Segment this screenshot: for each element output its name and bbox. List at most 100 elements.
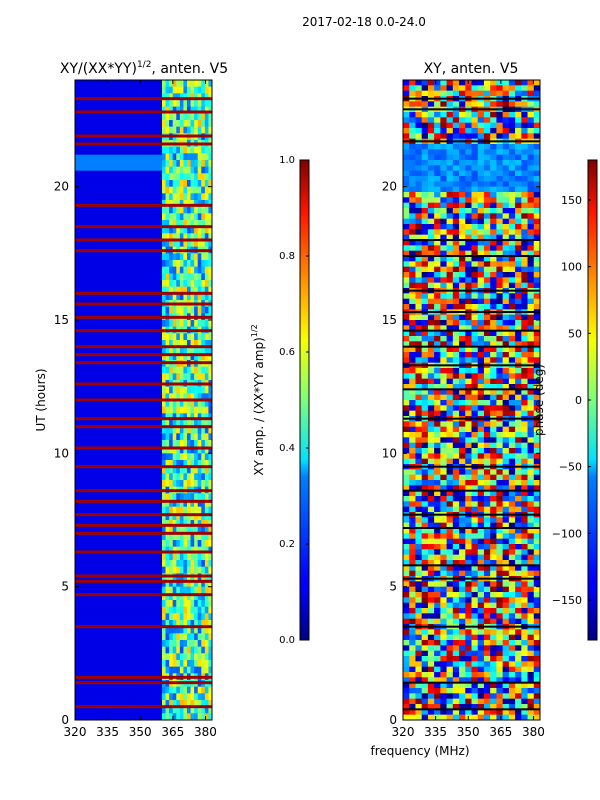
phase-cell (465, 224, 472, 230)
phase-cell (515, 597, 522, 603)
amplitude-rfi-cell (169, 693, 173, 701)
amplitude-rfi-cell (204, 373, 209, 381)
amplitude-rfi-cell (208, 413, 213, 421)
phase-cell (440, 245, 447, 251)
phase-cell (490, 245, 497, 251)
phase-cell (465, 197, 472, 203)
phase-cell (527, 432, 535, 438)
phase-cell (515, 325, 522, 331)
phase-cell (446, 538, 454, 545)
phase-cell (533, 586, 541, 593)
amplitude-rfi-cell (194, 113, 199, 121)
phase-cell (403, 266, 410, 273)
phase-cell (465, 677, 472, 683)
phase-cell (521, 640, 528, 646)
amplitude-rfi-cell (186, 526, 191, 534)
phase-cell (440, 608, 447, 614)
phase-cell (471, 698, 479, 705)
figure-title: 2017-02-18 0.0-24.0 (302, 15, 426, 29)
amplitude-rfi-cell (176, 533, 181, 541)
phase-cell (521, 496, 528, 502)
amplitude-rfi-cell (165, 426, 170, 434)
amplitude-rfi-cell (194, 440, 199, 447)
phase-cell (527, 517, 535, 523)
amplitude-rfi-cell (194, 160, 199, 167)
phase-cell (521, 277, 528, 283)
phase-cell (508, 501, 516, 507)
phase-cell (515, 170, 522, 177)
phase-cell (446, 378, 454, 385)
amplitude-rfi-cell (183, 340, 188, 347)
amplitude-rfi-cell (190, 200, 195, 207)
phase-cell (496, 442, 503, 449)
phase-cell (415, 645, 422, 651)
phase-cell (477, 357, 485, 363)
phase-cell (409, 496, 416, 502)
phase-cell (440, 597, 447, 603)
phase-cell (446, 645, 454, 651)
phase-cell (452, 554, 460, 561)
amplitude-rfi-cell (204, 653, 209, 661)
phase-cell (515, 677, 522, 683)
amplitude-rfi-cell (169, 653, 173, 661)
phase-cell (459, 581, 466, 587)
phase-cell (477, 149, 485, 155)
amplitude-y-axis-label: UT (hours) (34, 368, 48, 431)
amplitude-rfi-cell (208, 93, 213, 101)
phase-cell (415, 218, 422, 225)
amplitude-rfi-cell (201, 653, 206, 661)
phase-cell (427, 640, 435, 646)
phase-cell (440, 661, 447, 667)
phase-cell (521, 272, 528, 278)
amplitude-rfi-cell (197, 620, 202, 627)
amplitude-rfi-cell (176, 620, 181, 627)
phase-cell (521, 453, 528, 459)
phase-cell (446, 432, 454, 438)
phase-cell (496, 581, 503, 587)
phase-cell (421, 602, 429, 609)
phase-cell (434, 186, 441, 193)
phase-cell (477, 485, 485, 491)
phase-cell (421, 112, 429, 118)
phase-cell (403, 197, 410, 203)
phase-cell (446, 122, 454, 129)
phase-cell (452, 581, 460, 587)
amplitude-flag-row (75, 225, 212, 229)
phase-cell (521, 400, 528, 406)
phase-cell (409, 368, 416, 374)
amplitude-rfi-cell (172, 686, 177, 694)
amplitude-rfi-cell (169, 433, 173, 441)
phase-cell (452, 666, 460, 673)
phase-cell (502, 640, 510, 646)
phase-cell (446, 698, 454, 705)
amplitude-rfi-cell (208, 513, 213, 521)
phase-cell (440, 192, 447, 198)
phase-cell (409, 709, 416, 715)
phase-cell (465, 656, 472, 662)
amplitude-rfi-cell (201, 560, 206, 567)
phase-cell (415, 154, 422, 161)
phase-cell (527, 277, 535, 283)
phase-cell (415, 400, 422, 406)
amplitude-rfi-cell (201, 626, 206, 634)
phase-cell (490, 213, 497, 219)
phase-cell (502, 80, 510, 86)
phase-cell (465, 240, 472, 246)
amplitude-rfi-cell (179, 106, 184, 114)
phase-cell (496, 490, 503, 497)
amplitude-rfi-cell (201, 100, 206, 107)
amplitude-rfi-cell (194, 320, 199, 327)
amplitude-rfi-cell (201, 286, 206, 294)
phase-cell (409, 432, 416, 438)
phase-cell (521, 480, 528, 486)
amplitude-rfi-cell (179, 166, 184, 174)
phase-cell (502, 368, 510, 374)
amplitude-rfi-cell (172, 700, 177, 707)
phase-cell (440, 394, 447, 401)
amplitude-rfi-cell (172, 513, 177, 521)
phase-cell (409, 533, 416, 539)
phase-cell (533, 368, 541, 374)
phase-cell (515, 421, 522, 427)
amplitude-rfi-cell (176, 86, 181, 94)
phase-cell (496, 586, 503, 593)
